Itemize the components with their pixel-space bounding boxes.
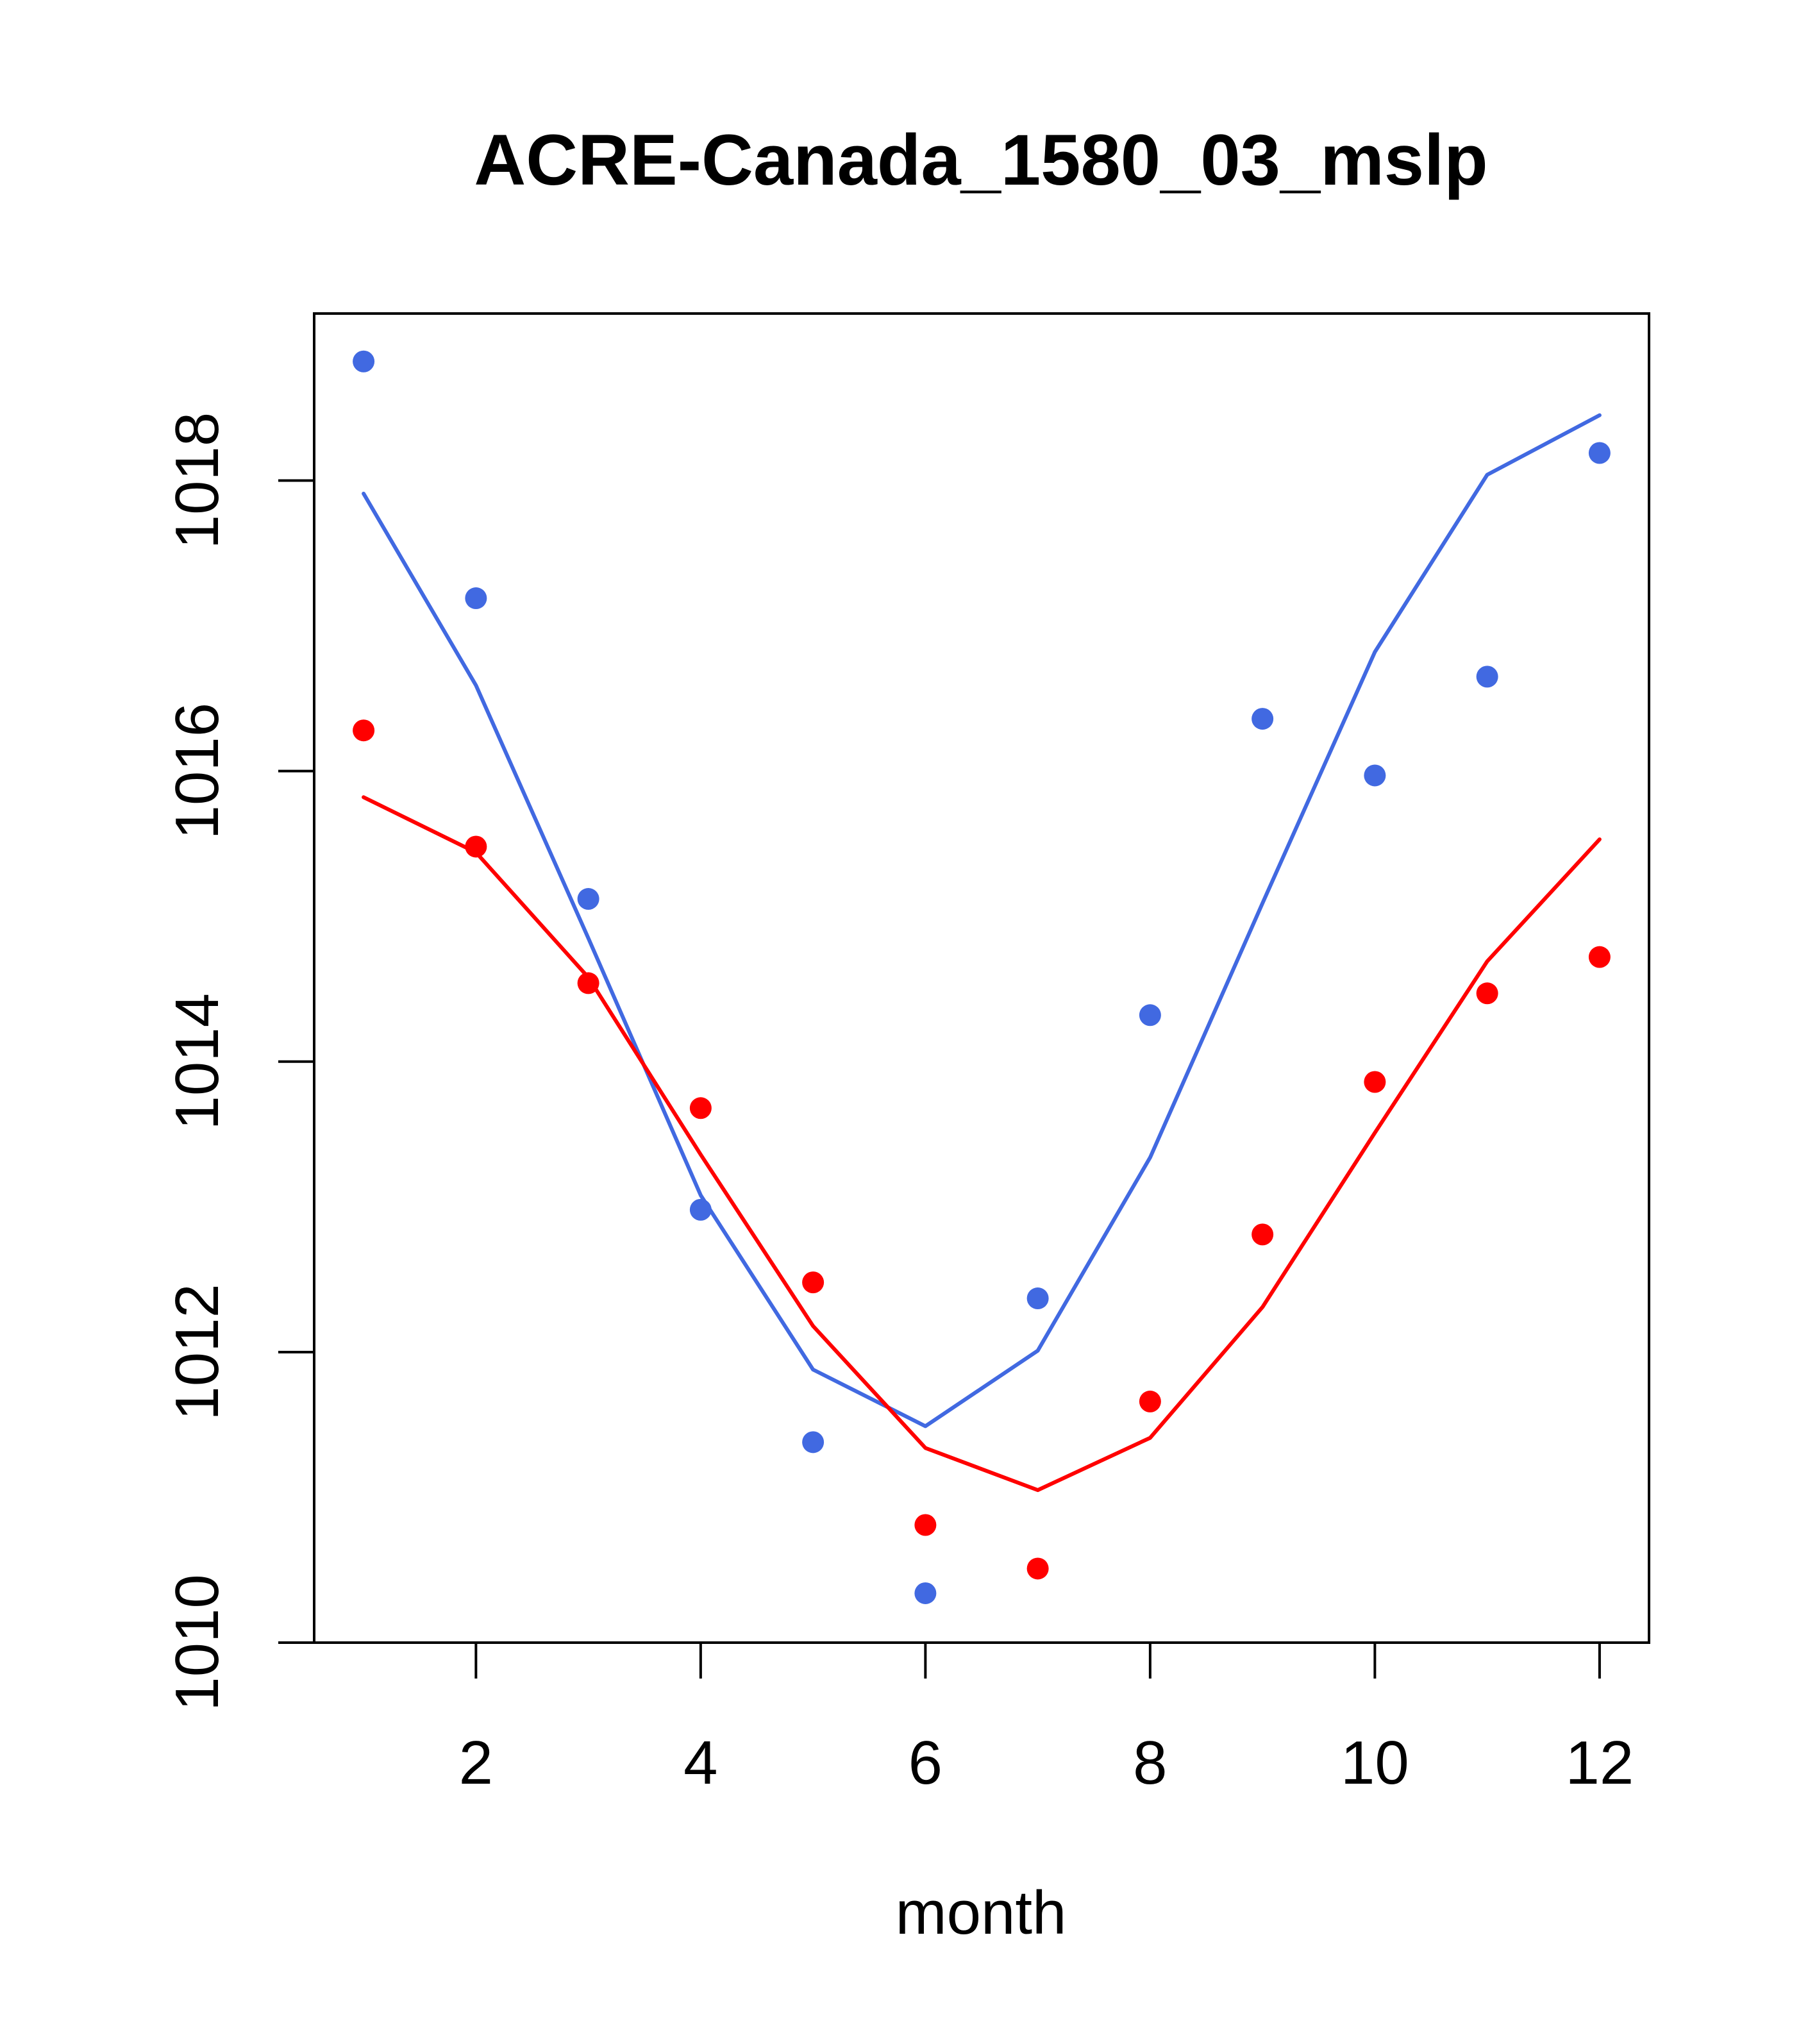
- series-blue-points: [353, 350, 1611, 1604]
- red-points-point: [689, 1097, 712, 1119]
- x-tick-label: 10: [1341, 1729, 1409, 1797]
- y-tick-label: 1012: [163, 1284, 231, 1421]
- series-red-line: [362, 795, 1602, 1493]
- blue-points-point: [689, 1198, 712, 1221]
- blue-points-point: [802, 1431, 825, 1453]
- blue-points-point: [577, 888, 599, 910]
- x-axis-label: month: [896, 1879, 1067, 1947]
- x-tick-label: 8: [1133, 1729, 1167, 1797]
- red-points-point: [1026, 1557, 1049, 1580]
- red-points-point: [1252, 1223, 1274, 1246]
- y-tick-label: 1014: [163, 993, 231, 1130]
- series-layer: [353, 350, 1611, 1604]
- series-blue-line: [362, 413, 1602, 1428]
- red-points-point: [802, 1271, 825, 1294]
- red-points-point: [1588, 946, 1611, 968]
- blue-points-point: [465, 587, 487, 610]
- blue-points-point: [1364, 764, 1386, 787]
- y-axis: 1010 1012 1014 1016 1018: [163, 412, 315, 1711]
- y-tick-label: 1010: [163, 1574, 231, 1711]
- red-points-point: [465, 835, 487, 858]
- x-tick-label: 4: [683, 1729, 717, 1797]
- red-points-point: [353, 719, 375, 742]
- x-tick-label: 12: [1565, 1729, 1634, 1797]
- y-tick-label: 1016: [163, 703, 231, 840]
- blue-points-point: [1476, 666, 1498, 688]
- blue-points-point: [353, 350, 375, 373]
- series-red-points: [353, 719, 1611, 1580]
- red-points-point: [1476, 982, 1498, 1005]
- blue-points-point: [1139, 1004, 1161, 1026]
- blue-points-point: [1588, 442, 1611, 464]
- x-axis: 2 4 6 8 10 12: [459, 1641, 1634, 1797]
- chart-title: ACRE-Canada_1580_03_mslp: [474, 120, 1487, 200]
- y-tick-label: 1018: [163, 412, 231, 549]
- red-points-point: [1364, 1071, 1386, 1093]
- red-points-point: [914, 1514, 937, 1536]
- red-points-point: [577, 972, 599, 994]
- blue-points-point: [1026, 1287, 1049, 1310]
- x-tick-label: 6: [908, 1729, 942, 1797]
- red-points-point: [1139, 1390, 1161, 1412]
- blue-points-point: [914, 1582, 937, 1604]
- x-tick-label: 2: [459, 1729, 493, 1797]
- blue-points-point: [1252, 708, 1274, 730]
